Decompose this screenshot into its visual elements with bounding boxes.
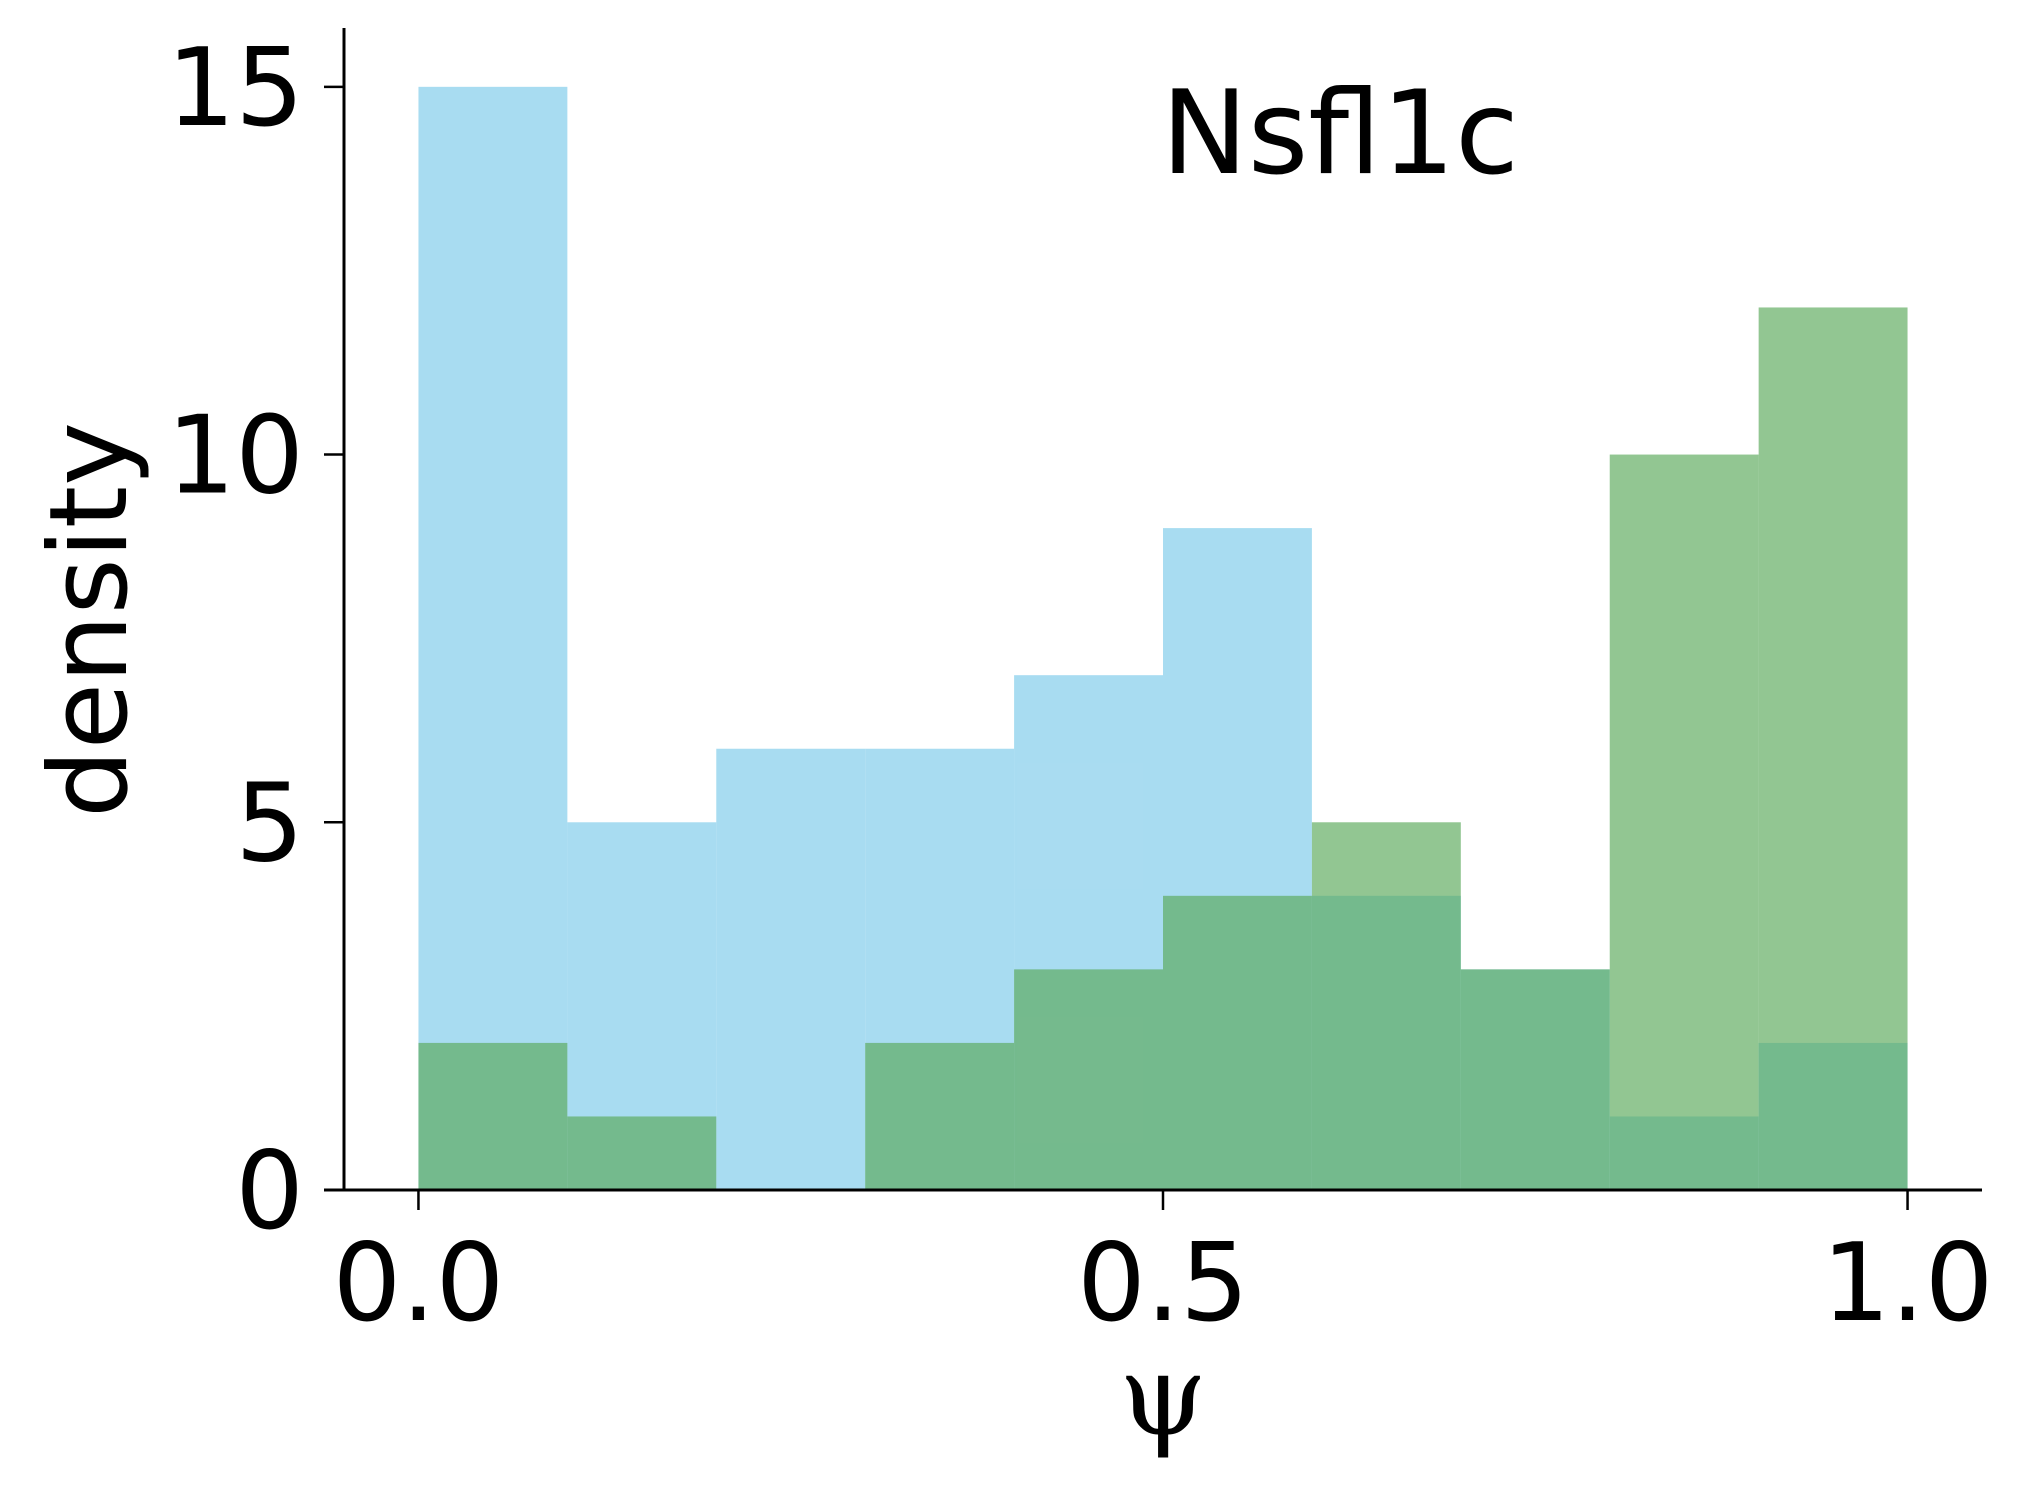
histogram-bar-series-1-bin-1 bbox=[418, 86, 568, 1190]
y-tick-label: 15 bbox=[167, 26, 304, 151]
histogram-bar-series-2-bin-10 bbox=[1758, 307, 1908, 1190]
histogram-bar-series-1-bin-3 bbox=[716, 748, 866, 1190]
chart-title: Nsfl1c bbox=[1161, 66, 1519, 201]
y-tick-label: 5 bbox=[235, 761, 304, 886]
histogram-bar-series-2-bin-9 bbox=[1609, 454, 1759, 1190]
histogram-bar-series-2-bin-6 bbox=[1163, 895, 1312, 1190]
axes-layer: 0.0 0.5 1.0 0 5 10 15 bbox=[167, 26, 1994, 1346]
histogram-bar-series-2-bin-5 bbox=[1014, 969, 1163, 1190]
histogram-bar-series-2-bin-2 bbox=[567, 1116, 717, 1190]
y-axis-label: density bbox=[27, 422, 152, 818]
histogram-bar-series-2-bin-4 bbox=[865, 1042, 1015, 1190]
bars-layer bbox=[418, 86, 1908, 1190]
labels-layer: Nsfl1c ψ density bbox=[27, 66, 1519, 1461]
x-axis-label: ψ bbox=[1119, 1331, 1207, 1461]
x-tick-label: 0.0 bbox=[333, 1221, 505, 1346]
histogram-bar-series-2-bin-7 bbox=[1311, 822, 1461, 1190]
histogram-bar-series-2-bin-8 bbox=[1460, 969, 1610, 1190]
y-tick-label: 10 bbox=[167, 394, 304, 519]
x-tick-label: 1.0 bbox=[1822, 1221, 1994, 1346]
histogram-bar-series-2-bin-1 bbox=[418, 1042, 568, 1190]
y-tick-label: 0 bbox=[235, 1129, 304, 1254]
x-tick-label: 0.5 bbox=[1077, 1221, 1249, 1346]
